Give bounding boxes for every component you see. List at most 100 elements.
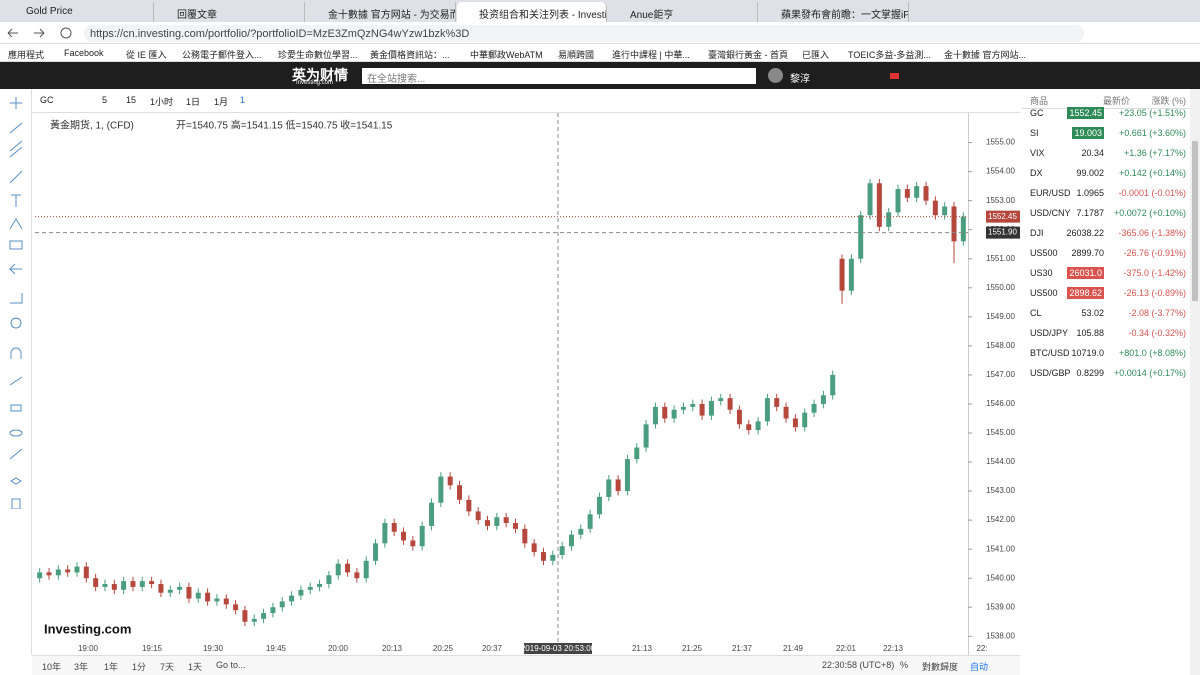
range-button[interactable]: 3年	[74, 662, 89, 672]
bookmark[interactable]: 臺灣銀行黃金 - 首頁	[708, 50, 788, 60]
log-toggle[interactable]: 對數歸度	[922, 662, 959, 672]
y-tick-label: 1549.00	[986, 312, 1015, 321]
x-tick-label: 21:25	[682, 644, 703, 653]
watchlist-row[interactable]: SI 19.003 +0.661 (+3.60%)	[1022, 123, 1190, 143]
cell: +801.0 (+8.08%)	[1118, 348, 1186, 358]
range-button[interactable]: 10年	[42, 662, 62, 672]
candle-body	[923, 186, 929, 201]
avatar[interactable]	[768, 68, 783, 83]
cell: 1.0965	[1076, 188, 1104, 198]
bookmark[interactable]: 金十數據 官方网站...	[944, 50, 1027, 60]
interval[interactable]: 1	[240, 95, 246, 105]
candle-body	[634, 447, 640, 460]
interval[interactable]: 1日	[186, 97, 201, 107]
url[interactable]: https://cn.investing.com/portfolio/?port…	[84, 25, 1084, 42]
search[interactable]: 在全站搜索...	[362, 68, 756, 85]
plot-frame	[968, 113, 969, 655]
bookmark[interactable]: TOEIC多益-多益測...	[848, 50, 931, 60]
candle-body	[457, 485, 463, 500]
candle-body	[783, 406, 789, 419]
interval[interactable]: 5	[102, 95, 108, 105]
tab[interactable]: 回覆文章	[155, 2, 305, 22]
bookmark[interactable]: 應用程式	[8, 50, 45, 60]
candle-body	[858, 215, 864, 259]
candle-body	[540, 552, 546, 561]
candle-body	[680, 406, 686, 410]
bookmark[interactable]: 已匯入	[802, 50, 830, 60]
candle-body	[298, 589, 304, 596]
bookmark[interactable]: Facebook	[64, 48, 104, 58]
bookmark[interactable]: 從 IE 匯入	[126, 50, 167, 60]
tab[interactable]: 蘋果發布會前瞻：一文掌握iPhone	[759, 2, 909, 22]
watchlist-row[interactable]: US30 26031.0 -375.0 (-1.42%)	[1022, 263, 1190, 283]
cell: 2898.62	[1067, 287, 1104, 299]
x-tick-label: 19:15	[142, 644, 163, 653]
last-price-label: 1552.45	[988, 212, 1017, 221]
y-tick-label: 1554.00	[986, 167, 1015, 176]
candle-body	[531, 543, 537, 553]
watchlist-row[interactable]: VIX 20.34 +1.36 (+7.17%)	[1022, 143, 1190, 163]
candle-body	[830, 374, 836, 396]
candle-body	[363, 560, 369, 579]
candle-body	[522, 528, 528, 544]
watermark: Investing.com	[44, 621, 131, 636]
candle-body	[354, 572, 360, 579]
range-button[interactable]: 1天	[188, 662, 203, 672]
range-button[interactable]: 1年	[104, 662, 119, 672]
scroll-thumb[interactable]	[1192, 141, 1198, 301]
bookmark[interactable]: 珍愛生命數位學習...	[278, 50, 358, 60]
cell: -26.76 (-0.91%)	[1123, 248, 1186, 258]
y-tick-label: 1550.00	[986, 283, 1015, 292]
nav-icons	[7, 27, 72, 39]
flag[interactable]	[890, 73, 899, 79]
tab[interactable]: 金十數據 官方网站 - 为交易而生	[306, 2, 456, 22]
candle-body	[121, 581, 127, 590]
candle-body	[46, 572, 52, 576]
symbol[interactable]: GC	[40, 95, 54, 105]
y-tick-label: 1542.00	[986, 515, 1015, 524]
bookmark[interactable]: 黃金價格資訊站：...	[370, 50, 450, 60]
watchlist-row[interactable]: USD/GBP 0.8299 +0.0014 (+0.17%)	[1022, 363, 1190, 383]
cell: 26031.0	[1067, 267, 1104, 279]
watchlist-row[interactable]: DJI 26038.22 -365.06 (-1.38%)	[1022, 223, 1190, 243]
candle-body	[335, 563, 341, 576]
watchlist-row[interactable]: US500 2899.70 -26.76 (-0.91%)	[1022, 243, 1190, 263]
tab[interactable]: Gold Price	[4, 2, 154, 22]
watchlist-row[interactable]: USD/CNY 7.1787 +0.0072 (+0.10%)	[1022, 203, 1190, 223]
candle-body	[485, 520, 491, 526]
candle-body	[419, 525, 425, 547]
auto-toggle[interactable]: 自动	[970, 662, 989, 672]
tab[interactable]: Anue鉅亨	[608, 2, 758, 22]
watchlist-row[interactable]: CL 53.02 -2.08 (-3.77%)	[1022, 303, 1190, 323]
bookmark[interactable]: 進行中課程 | 中華...	[612, 50, 690, 60]
watchlist-row[interactable]: BTC/USD 10719.0 +801.0 (+8.08%)	[1022, 343, 1190, 363]
watchlist-row[interactable]: EUR/USD 1.0965 -0.0001 (-0.01%)	[1022, 183, 1190, 203]
percent-toggle[interactable]: %	[900, 660, 909, 670]
interval[interactable]: 1月	[214, 97, 229, 107]
watchlist-row[interactable]: USD/JPY 105.88 -0.34 (-0.32%)	[1022, 323, 1190, 343]
watchlist-row[interactable]: GC 1552.45 +23.05 (+1.51%)	[1022, 103, 1190, 123]
bookmark[interactable]: 易順跨國	[558, 50, 595, 60]
candle-body	[242, 610, 248, 622]
tab[interactable]: 投资组合和关注列表 - Investing	[457, 2, 607, 22]
candle-body	[839, 258, 845, 291]
range-button[interactable]: 7天	[160, 662, 175, 672]
candle-body	[512, 523, 518, 529]
watchlist-header: 商品 最新价 涨跌 (%)	[1022, 89, 1190, 109]
user-name[interactable]: 黎淳	[790, 74, 810, 85]
interval[interactable]: 1小时	[150, 97, 174, 107]
candle-body	[475, 511, 481, 521]
cell: +1.36 (+7.17%)	[1123, 148, 1186, 158]
bookmark[interactable]: 公務電子郵件登入...	[182, 50, 262, 60]
logo[interactable]: 英为财情	[292, 67, 348, 83]
watchlist-row[interactable]: DX 99.002 +0.142 (+0.14%)	[1022, 163, 1190, 183]
interval[interactable]: 15	[126, 95, 137, 105]
cell: 7.1787	[1076, 208, 1104, 218]
range-button[interactable]: 1分	[132, 662, 147, 672]
candle-body	[596, 496, 602, 515]
watchlist-row[interactable]: US500 2898.62 -26.13 (-0.89%)	[1022, 283, 1190, 303]
bookmark[interactable]: 中華郵政WebATM	[470, 50, 543, 60]
range-button[interactable]: Go to...	[216, 660, 246, 670]
candle-body	[895, 189, 901, 213]
